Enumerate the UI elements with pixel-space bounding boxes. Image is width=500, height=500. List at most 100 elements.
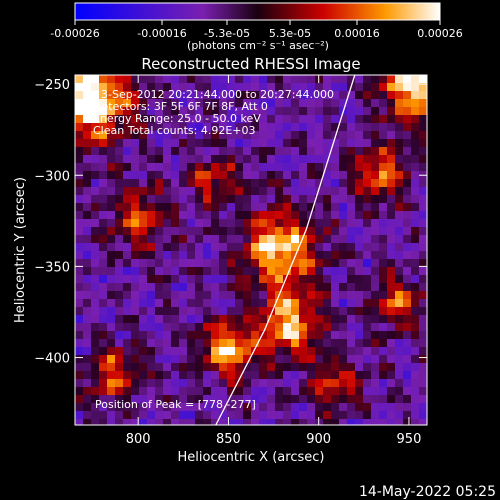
heatmap-cell xyxy=(147,187,155,195)
heatmap-cell xyxy=(331,179,339,187)
heatmap-cell xyxy=(123,99,131,107)
heatmap-cell xyxy=(147,131,155,139)
heatmap-cell xyxy=(139,131,147,139)
heatmap-cell xyxy=(347,203,355,211)
heatmap-cell xyxy=(147,307,155,315)
heatmap-cell xyxy=(251,155,259,163)
heatmap-cell xyxy=(211,283,219,291)
heatmap-cell xyxy=(355,283,363,291)
heatmap-cell xyxy=(171,155,179,163)
heatmap-cell xyxy=(203,307,211,315)
heatmap-cell xyxy=(259,187,267,195)
heatmap-cell xyxy=(259,395,267,403)
heatmap-cell xyxy=(123,203,131,211)
heatmap-cell xyxy=(323,219,331,227)
heatmap-cell xyxy=(307,187,315,195)
heatmap-cell xyxy=(347,195,355,203)
heatmap-cell xyxy=(179,195,187,203)
heatmap-cell xyxy=(115,107,123,115)
heatmap-cell xyxy=(211,291,219,299)
heatmap-cell xyxy=(419,115,427,123)
heatmap-cell xyxy=(371,147,379,155)
heatmap-cell xyxy=(139,115,147,123)
heatmap-cell xyxy=(131,195,139,203)
heatmap-cell xyxy=(347,419,355,425)
heatmap-cell xyxy=(75,203,83,211)
heatmap-cell xyxy=(251,123,259,131)
heatmap-cell xyxy=(251,187,259,195)
heatmap-cell xyxy=(203,395,211,403)
heatmap-cell xyxy=(75,219,83,227)
heatmap-cell xyxy=(331,379,339,387)
heatmap-cell xyxy=(171,379,179,387)
heatmap-cell xyxy=(411,283,419,291)
heatmap-cell xyxy=(363,259,371,267)
heatmap-cell xyxy=(395,115,403,123)
heatmap-cell xyxy=(251,131,259,139)
heatmap-cell xyxy=(299,203,307,211)
heatmap-cell xyxy=(259,363,267,371)
heatmap-cell xyxy=(299,179,307,187)
heatmap-cell xyxy=(147,99,155,107)
heatmap-cell xyxy=(115,347,123,355)
heatmap-cell xyxy=(291,155,299,163)
heatmap-cell xyxy=(123,195,131,203)
heatmap-cell xyxy=(331,107,339,115)
heatmap-cell xyxy=(91,83,99,91)
heatmap-cell xyxy=(115,123,123,131)
heatmap-cell xyxy=(147,171,155,179)
heatmap-cell xyxy=(99,267,107,275)
heatmap-cell xyxy=(307,75,315,83)
heatmap-cell xyxy=(275,259,283,267)
heatmap-cell xyxy=(211,171,219,179)
heatmap-cell xyxy=(291,371,299,379)
heatmap-cell xyxy=(291,355,299,363)
heatmap-cell xyxy=(203,291,211,299)
heatmap-cell xyxy=(155,275,163,283)
heatmap-cell xyxy=(227,139,235,147)
heatmap-cell xyxy=(331,267,339,275)
heatmap-cell xyxy=(355,251,363,259)
heatmap-cell xyxy=(227,115,235,123)
heatmap-cell xyxy=(371,115,379,123)
heatmap-cell xyxy=(315,291,323,299)
heatmap-cell xyxy=(171,211,179,219)
heatmap-cell xyxy=(267,259,275,267)
heatmap-cell xyxy=(131,251,139,259)
heatmap-cell xyxy=(123,291,131,299)
heatmap-cell xyxy=(411,203,419,211)
heatmap-cell xyxy=(267,283,275,291)
heatmap-cell xyxy=(147,83,155,91)
heatmap-cell xyxy=(419,323,427,331)
heatmap-cell xyxy=(219,219,227,227)
heatmap-cell xyxy=(379,371,387,379)
heatmap-cell xyxy=(115,83,123,91)
heatmap-cell xyxy=(155,347,163,355)
heatmap-cell xyxy=(387,355,395,363)
heatmap-cell xyxy=(171,411,179,419)
heatmap-cell xyxy=(379,83,387,91)
heatmap-cell xyxy=(83,195,91,203)
heatmap-cell xyxy=(75,267,83,275)
heatmap-cell xyxy=(115,243,123,251)
heatmap-cell xyxy=(195,347,203,355)
heatmap-cell xyxy=(203,315,211,323)
heatmap-cell xyxy=(387,115,395,123)
heatmap-cell xyxy=(411,419,419,425)
heatmap-cell xyxy=(307,347,315,355)
heatmap-cell xyxy=(99,403,107,411)
heatmap-cell xyxy=(323,155,331,163)
heatmap-cell xyxy=(355,411,363,419)
heatmap-cell xyxy=(379,403,387,411)
heatmap-cell xyxy=(331,195,339,203)
heatmap-cell xyxy=(267,355,275,363)
heatmap-cell xyxy=(147,179,155,187)
heatmap-cell xyxy=(363,379,371,387)
heatmap-cell xyxy=(387,235,395,243)
heatmap-cell xyxy=(91,323,99,331)
heatmap-cell xyxy=(179,299,187,307)
heatmap-cell xyxy=(91,227,99,235)
heatmap-cell xyxy=(411,131,419,139)
heatmap-cell xyxy=(243,243,251,251)
heatmap-cell xyxy=(227,235,235,243)
